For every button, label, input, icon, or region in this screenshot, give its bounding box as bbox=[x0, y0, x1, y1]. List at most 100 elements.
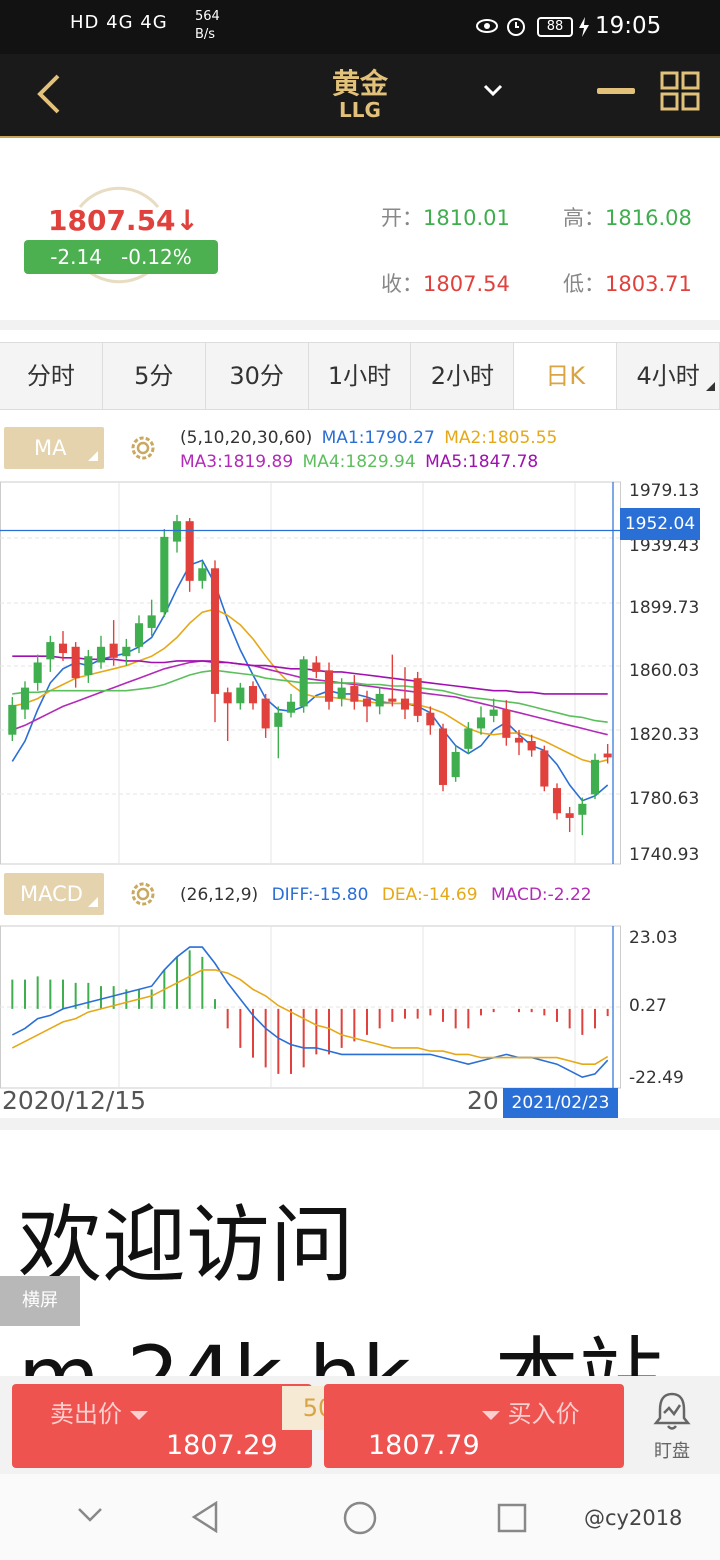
candle bbox=[71, 646, 80, 679]
caret-down-icon bbox=[482, 1410, 500, 1420]
tab-1hour[interactable]: 1小时 bbox=[309, 343, 412, 409]
sell-button[interactable]: 卖出价 1807.29 bbox=[12, 1384, 312, 1468]
candle bbox=[46, 642, 55, 660]
eye-icon bbox=[476, 19, 498, 33]
ma-params-row1: (5,10,20,30,60) MA1:1790.27 MA2:1805.55 bbox=[180, 428, 557, 448]
article-area: 欢迎访问 m.24k.hk，本站 bbox=[0, 1118, 720, 1378]
corner-caret-icon bbox=[88, 451, 98, 461]
candle bbox=[590, 759, 600, 795]
sell-label-row: 卖出价 bbox=[50, 1394, 148, 1429]
nav-back-icon[interactable] bbox=[190, 1500, 220, 1534]
candle bbox=[324, 670, 334, 702]
tab-4hour[interactable]: 4小时 bbox=[617, 343, 720, 409]
nav-down-icon[interactable] bbox=[76, 1506, 104, 1524]
close-value: 1807.54 bbox=[423, 272, 510, 296]
macd-selector-label: MACD bbox=[20, 882, 83, 906]
price-tick: 1740.93 bbox=[629, 845, 700, 865]
price-change-badge: -2.14 -0.12% bbox=[24, 240, 218, 274]
candle bbox=[502, 709, 511, 738]
candle bbox=[426, 712, 435, 726]
app-header: 黄金 LLG bbox=[0, 54, 720, 138]
nav-home-icon[interactable] bbox=[342, 1500, 378, 1536]
clock: 19:05 bbox=[595, 13, 662, 39]
candle bbox=[109, 643, 118, 658]
chevron-down-icon[interactable] bbox=[480, 80, 506, 100]
trade-bar: 卖出价 1807.29 50 买入价 1807.79 盯盘 bbox=[0, 1376, 720, 1474]
ma3-value: MA3:1819.89 bbox=[180, 452, 294, 472]
ma-selector-button[interactable]: MA bbox=[4, 427, 104, 469]
status-bar: HD 4G 4G 564 B/s 88 19:05 bbox=[0, 0, 720, 54]
price-change-pct: -0.12% bbox=[121, 245, 192, 269]
high-field: 高：1816.08 bbox=[563, 202, 692, 232]
candle bbox=[540, 750, 549, 787]
candle bbox=[552, 788, 562, 814]
page-subtitle: LLG bbox=[339, 98, 381, 122]
ma-params-row2: MA3:1819.89 MA4:1829.94 MA5:1847.78 bbox=[180, 452, 538, 472]
candle bbox=[375, 693, 384, 707]
back-arrow-icon[interactable] bbox=[34, 72, 64, 116]
nav-recents-icon[interactable] bbox=[496, 1502, 528, 1534]
minimize-icon[interactable] bbox=[597, 88, 635, 94]
candle bbox=[438, 728, 448, 785]
down-arrow-icon: ↓ bbox=[175, 204, 199, 237]
high-label: 高： bbox=[563, 206, 605, 230]
page-title: 黄金 bbox=[331, 67, 388, 100]
candle bbox=[172, 521, 182, 542]
candle bbox=[8, 704, 17, 735]
macd-selector-button[interactable]: MACD bbox=[4, 873, 104, 915]
tab-4hour-label: 4小时 bbox=[636, 362, 700, 390]
tab-fenshi[interactable]: 分时 bbox=[0, 343, 103, 409]
candle bbox=[286, 701, 296, 713]
alarm-icon bbox=[507, 18, 525, 36]
candle bbox=[400, 698, 410, 710]
price-tick: 1820.33 bbox=[629, 725, 700, 745]
tab-5min[interactable]: 5分 bbox=[103, 343, 206, 409]
tab-daily-k[interactable]: 日K bbox=[514, 343, 618, 409]
ma-params: (5,10,20,30,60) bbox=[180, 428, 313, 448]
candle bbox=[603, 753, 612, 758]
macd-settings-gear-icon[interactable] bbox=[126, 877, 160, 911]
ma5-value: MA5:1847.78 bbox=[425, 452, 539, 472]
candle bbox=[134, 623, 144, 647]
tab-30min[interactable]: 30分 bbox=[206, 343, 309, 409]
candle bbox=[198, 568, 207, 581]
ma-settings-gear-icon[interactable] bbox=[126, 431, 160, 465]
buy-label-row: 买入价 bbox=[482, 1394, 580, 1429]
grid-menu-icon[interactable] bbox=[660, 71, 700, 111]
price-tick: 1899.73 bbox=[629, 598, 700, 618]
ma1-value: MA1:1790.27 bbox=[321, 428, 435, 448]
macd-params-row: (26,12,9) DIFF:-15.80 DEA:-14.69 MACD:-2… bbox=[180, 885, 592, 905]
close-field: 收：1807.54 bbox=[381, 268, 510, 298]
macd-diff-value: DIFF:-15.80 bbox=[271, 885, 369, 905]
candle bbox=[451, 751, 460, 778]
candle bbox=[236, 687, 245, 704]
candle bbox=[464, 728, 473, 749]
kline-chart[interactable] bbox=[0, 478, 720, 1090]
landscape-button[interactable]: 横屏 bbox=[0, 1276, 80, 1326]
crosshair-date-label: 2021/02/23 bbox=[503, 1088, 618, 1118]
tab-2hour[interactable]: 2小时 bbox=[411, 343, 515, 409]
ma4-value: MA4:1829.94 bbox=[302, 452, 416, 472]
candle bbox=[489, 709, 498, 716]
system-nav-bar: @cy2018 bbox=[0, 1474, 720, 1560]
open-field: 开：1810.01 bbox=[381, 202, 510, 232]
macd-tick: 0.27 bbox=[629, 996, 667, 1016]
price-tick: 1979.13 bbox=[629, 481, 700, 501]
candle bbox=[299, 659, 308, 707]
candle bbox=[388, 698, 397, 702]
price-tick: 1939.43 bbox=[629, 536, 700, 556]
watch-button[interactable]: 盯盘 bbox=[640, 1390, 704, 1464]
watermark: @cy2018 bbox=[584, 1506, 683, 1530]
low-value: 1803.71 bbox=[605, 272, 692, 296]
current-price: 1807.54↓ bbox=[48, 204, 199, 237]
ma-line-1 bbox=[11, 559, 609, 802]
ma-line-5 bbox=[12, 655, 608, 695]
candle bbox=[337, 687, 346, 699]
open-label: 开： bbox=[381, 206, 423, 230]
buy-button[interactable]: 买入价 1807.79 bbox=[324, 1384, 624, 1468]
open-value: 1810.01 bbox=[423, 206, 510, 230]
low-field: 低：1803.71 bbox=[563, 268, 692, 298]
candle bbox=[20, 687, 30, 710]
candle bbox=[122, 646, 131, 657]
charging-icon bbox=[579, 17, 589, 37]
